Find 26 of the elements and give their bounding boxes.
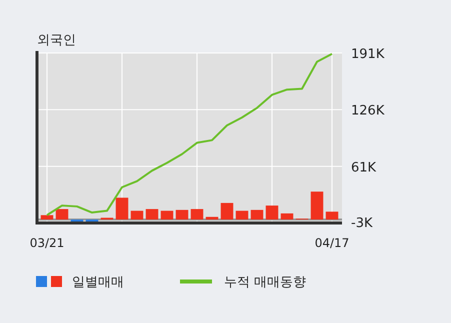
line-series	[46, 52, 333, 216]
x-tick-label: 04/17	[314, 236, 350, 250]
y-tick-label: 126K	[351, 104, 385, 119]
bar	[326, 212, 338, 220]
bar	[310, 192, 324, 220]
legend-label: 일별매매	[72, 275, 124, 290]
bar	[206, 216, 218, 220]
bar	[116, 198, 128, 220]
bar	[190, 209, 204, 220]
y-tick-label: -3K	[351, 216, 373, 232]
bar	[130, 210, 144, 220]
bar	[40, 215, 54, 220]
bar	[236, 210, 248, 220]
bar	[160, 210, 174, 220]
y-tick-label: 191K	[351, 47, 385, 62]
bar	[250, 210, 264, 220]
bar	[146, 209, 158, 220]
chart-title: 외국인	[37, 33, 76, 48]
y-tick-label: 61K	[351, 160, 377, 176]
bar	[56, 209, 68, 220]
legend-label: 누적 매매동향	[224, 275, 306, 290]
bar	[266, 206, 278, 220]
bar	[220, 202, 234, 220]
bar	[176, 210, 188, 220]
bar	[280, 213, 294, 220]
x-tick-label: 03/21	[30, 236, 64, 250]
